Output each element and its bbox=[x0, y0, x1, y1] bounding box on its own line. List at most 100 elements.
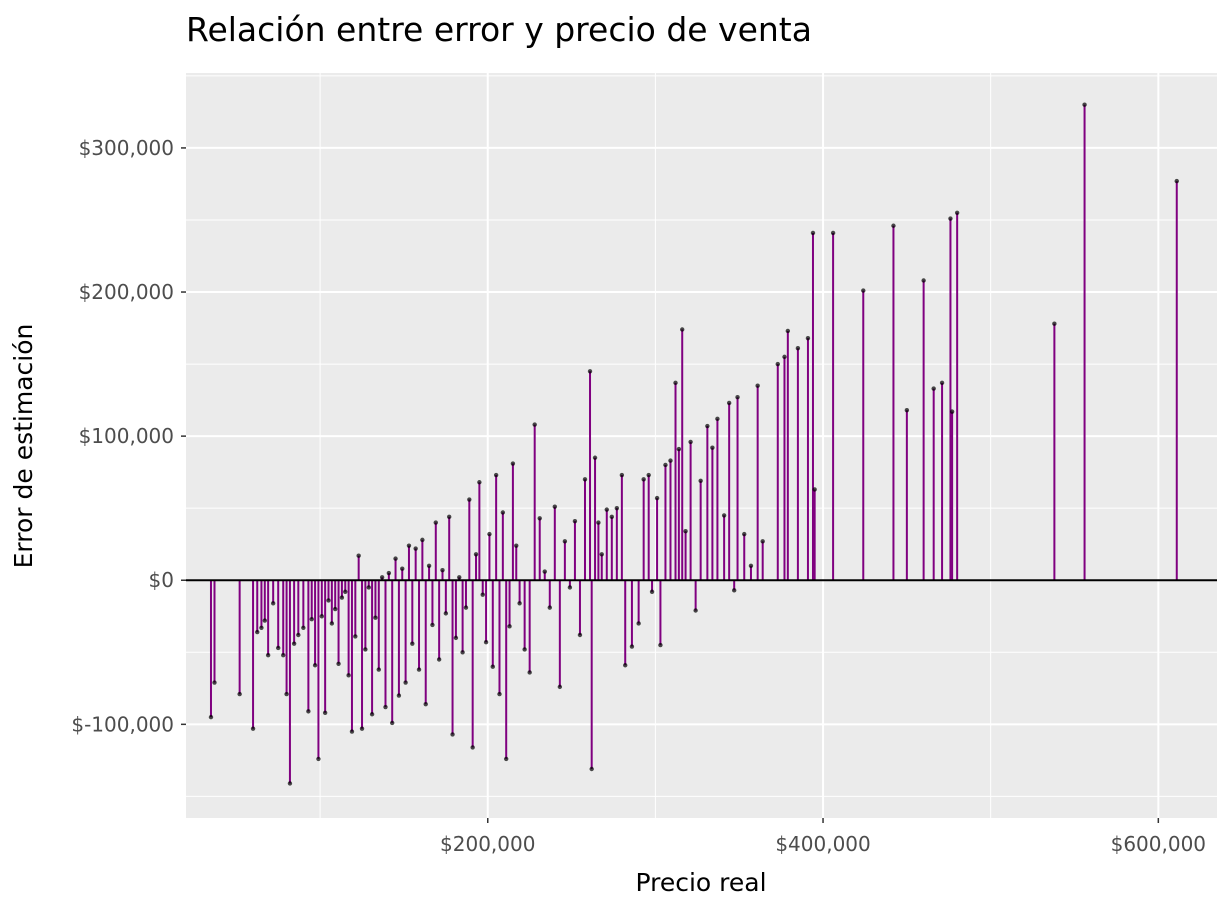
error-point bbox=[400, 566, 405, 571]
error-point bbox=[810, 230, 816, 236]
error-point bbox=[493, 472, 499, 478]
error-point bbox=[604, 507, 609, 512]
error-point bbox=[416, 667, 422, 672]
error-point bbox=[721, 513, 727, 518]
error-point bbox=[433, 520, 438, 525]
error-point bbox=[316, 756, 321, 762]
error-point bbox=[582, 477, 588, 482]
plot-panel bbox=[186, 73, 1217, 818]
error-point bbox=[775, 361, 780, 367]
chart-title: Relación entre error y precio de venta bbox=[186, 10, 812, 49]
error-point bbox=[255, 629, 260, 635]
error-point bbox=[460, 650, 465, 655]
error-point bbox=[522, 647, 527, 652]
error-point bbox=[760, 539, 765, 544]
error-point bbox=[748, 563, 754, 569]
error-point bbox=[547, 605, 552, 610]
error-point bbox=[480, 592, 485, 597]
error-point bbox=[326, 598, 331, 603]
error-point bbox=[589, 766, 594, 772]
error-point bbox=[663, 462, 668, 468]
error-point bbox=[654, 495, 660, 501]
error-point bbox=[891, 223, 896, 228]
error-point bbox=[742, 531, 747, 537]
error-point bbox=[376, 667, 381, 672]
error-point bbox=[641, 477, 646, 482]
error-point bbox=[949, 409, 955, 414]
error-point bbox=[490, 664, 495, 669]
error-point bbox=[577, 632, 583, 638]
error-point bbox=[443, 611, 449, 616]
error-point bbox=[379, 575, 385, 580]
error-point bbox=[366, 585, 371, 590]
error-point bbox=[592, 455, 598, 460]
error-point bbox=[500, 510, 506, 515]
x-axis: $200,000 $400,000 $600,000 bbox=[440, 818, 1206, 856]
y-tick-label: $100,000 bbox=[79, 424, 174, 448]
error-point bbox=[477, 480, 482, 485]
y-tick-label: $300,000 bbox=[79, 136, 174, 160]
error-point bbox=[291, 641, 297, 646]
error-point bbox=[693, 608, 698, 613]
error-point bbox=[212, 680, 217, 685]
error-point bbox=[423, 701, 428, 707]
error-point bbox=[446, 514, 452, 520]
error-segments bbox=[209, 104, 1178, 784]
error-point bbox=[587, 369, 593, 374]
y-tick-label: $200,000 bbox=[79, 280, 174, 304]
y-tick-label: $0 bbox=[149, 568, 174, 592]
error-point bbox=[683, 529, 688, 534]
error-point bbox=[904, 407, 910, 413]
error-point bbox=[436, 657, 442, 662]
error-point bbox=[726, 400, 732, 406]
error-point bbox=[453, 635, 459, 641]
error-point bbox=[430, 622, 435, 628]
error-point bbox=[426, 563, 432, 569]
error-point bbox=[609, 514, 615, 520]
error-point bbox=[373, 615, 378, 620]
error-point bbox=[301, 625, 306, 630]
error-point bbox=[514, 543, 519, 548]
error-point bbox=[572, 518, 578, 524]
error-point bbox=[596, 520, 601, 525]
error-point bbox=[353, 634, 358, 639]
error-point bbox=[463, 605, 469, 610]
error-point bbox=[510, 461, 516, 466]
error-point bbox=[948, 216, 953, 221]
error-point bbox=[406, 543, 412, 548]
error-point bbox=[470, 745, 475, 750]
error-point bbox=[369, 712, 375, 717]
error-point bbox=[680, 327, 685, 332]
error-point bbox=[646, 472, 651, 478]
x-tick-label: $600,000 bbox=[1111, 832, 1206, 856]
error-point bbox=[542, 569, 547, 574]
error-point bbox=[336, 661, 341, 667]
error-point bbox=[705, 423, 710, 429]
error-point bbox=[487, 531, 492, 537]
error-point bbox=[954, 210, 960, 215]
error-point bbox=[467, 497, 472, 502]
error-point bbox=[497, 691, 502, 697]
error-point bbox=[619, 472, 625, 478]
error-point bbox=[931, 386, 936, 391]
error-point bbox=[306, 709, 311, 714]
error-point bbox=[939, 380, 945, 386]
error-point bbox=[755, 383, 760, 388]
error-point bbox=[715, 416, 720, 422]
error-point bbox=[349, 729, 355, 734]
error-point bbox=[296, 632, 301, 638]
error-point bbox=[623, 663, 628, 668]
error-point bbox=[333, 606, 338, 612]
error-point bbox=[281, 652, 286, 658]
error-point bbox=[250, 726, 256, 731]
error-point bbox=[537, 516, 542, 521]
y-tick-label: $-100,000 bbox=[71, 712, 174, 736]
error-point bbox=[668, 458, 673, 463]
error-point bbox=[552, 504, 558, 509]
error-point bbox=[688, 439, 693, 445]
error-point bbox=[237, 691, 242, 697]
error-point bbox=[676, 446, 682, 452]
error-point bbox=[861, 288, 866, 293]
error-point bbox=[346, 673, 351, 678]
